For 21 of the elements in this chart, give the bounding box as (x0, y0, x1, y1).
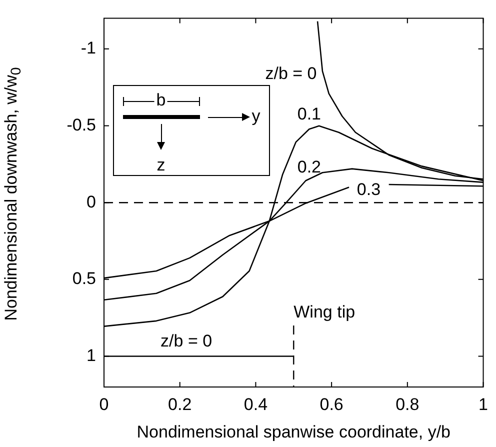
x-tick-label: 1 (478, 394, 488, 414)
y-tick-label: 1 (86, 346, 96, 365)
ref-line-label: Wing tip (294, 302, 356, 322)
y-tick-label: 0.5 (72, 269, 96, 288)
x-tick-label: 0.6 (320, 394, 344, 414)
series-label: z/b = 0 (265, 64, 317, 83)
x-tick-label: 0.2 (168, 394, 192, 414)
y-tick-label: -1 (80, 38, 96, 58)
annotation: b (154, 90, 168, 110)
x-tick-label: 0 (99, 394, 109, 414)
x-tick-label: 0.4 (244, 394, 268, 414)
series-label: 0.1 (297, 104, 322, 124)
x-axis-title: Nondimensional spanwise coordinate, y/b (136, 422, 451, 442)
series-label: z/b = 0 (160, 331, 212, 350)
series-label: 0.3 (356, 180, 381, 199)
x-tick-label: 0.8 (396, 394, 420, 414)
y-tick-label: -0.5 (66, 115, 96, 134)
y-tick-label: 0 (86, 192, 96, 212)
series-label: 0.2 (297, 158, 322, 177)
annotation: z (156, 156, 166, 174)
annotation: y (252, 106, 260, 126)
